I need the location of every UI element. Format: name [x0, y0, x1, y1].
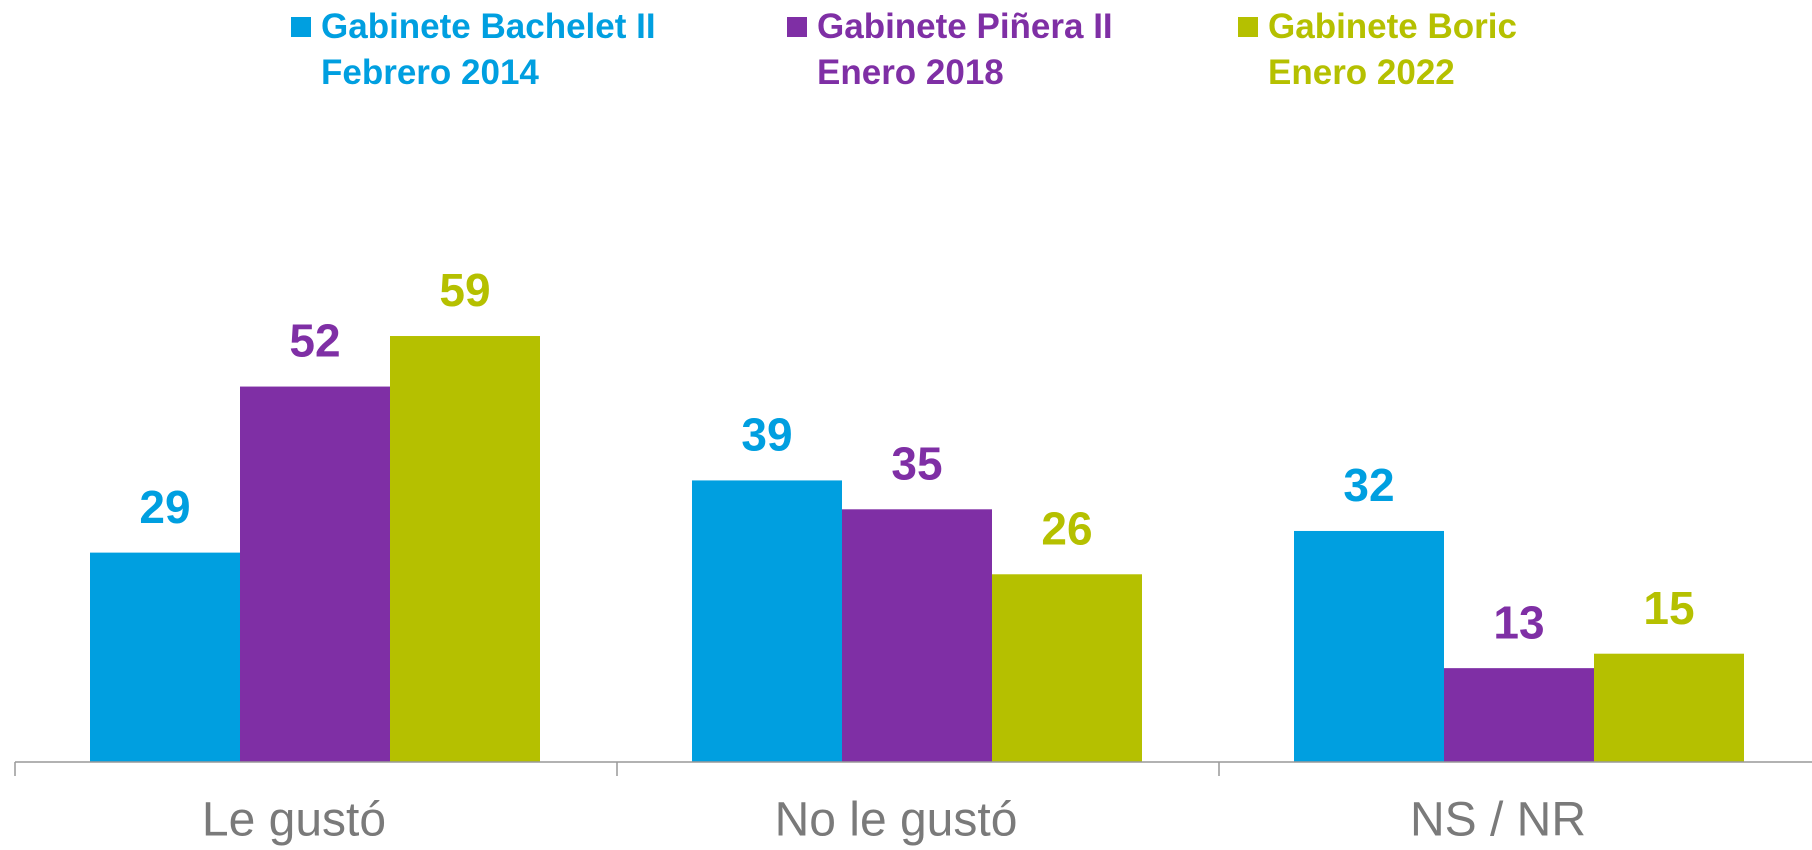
- bar: [90, 552, 240, 762]
- bar: [842, 509, 992, 762]
- legend-item: Gabinete Boric Enero 2022: [1238, 4, 1517, 96]
- legend-swatch: [291, 17, 311, 37]
- legend-label: Gabinete Bachelet II Febrero 2014: [321, 7, 656, 92]
- value-label: 52: [289, 315, 340, 367]
- legend-label: Gabinete Boric Enero 2022: [1268, 7, 1517, 92]
- x-tick-label: NS / NR: [1410, 794, 1586, 847]
- x-tick-label: Le gustó: [202, 794, 386, 847]
- value-label: 59: [439, 264, 490, 316]
- legend-label: Gabinete Piñera II Enero 2018: [817, 7, 1113, 92]
- bar: [1294, 530, 1444, 762]
- x-tick-label: No le gustó: [775, 794, 1018, 847]
- value-label: 15: [1643, 582, 1694, 634]
- value-label: 13: [1493, 596, 1544, 648]
- value-label: 26: [1041, 502, 1092, 554]
- bar: [1594, 653, 1744, 762]
- bar: [1444, 668, 1594, 762]
- bar: [240, 386, 390, 762]
- legend-item: Gabinete Piñera II Enero 2018: [787, 4, 1113, 96]
- legend-swatch: [787, 17, 807, 37]
- legend-item: Gabinete Bachelet II Febrero 2014: [291, 4, 656, 96]
- bar: [992, 574, 1142, 762]
- value-label: 29: [139, 481, 190, 533]
- value-label: 39: [741, 409, 792, 461]
- bar: [692, 480, 842, 762]
- value-label: 32: [1343, 459, 1394, 511]
- bar: [390, 336, 540, 762]
- value-label: 35: [891, 437, 942, 489]
- legend-swatch: [1238, 17, 1258, 37]
